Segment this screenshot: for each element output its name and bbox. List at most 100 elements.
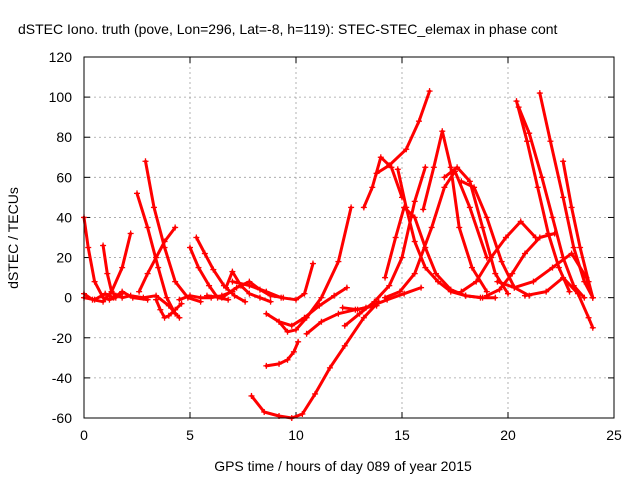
data-point bbox=[432, 270, 439, 277]
data-point bbox=[144, 270, 151, 277]
x-tick-label: 0 bbox=[80, 427, 88, 443]
data-point bbox=[343, 284, 350, 291]
data-point bbox=[447, 288, 454, 295]
series-line bbox=[538, 91, 595, 300]
data-point bbox=[568, 250, 575, 257]
data-point bbox=[581, 294, 588, 301]
y-tick-label: 0 bbox=[64, 290, 72, 306]
data-point bbox=[142, 158, 149, 165]
data-point bbox=[91, 296, 98, 303]
data-point bbox=[246, 282, 253, 289]
data-point bbox=[165, 312, 172, 319]
data-point bbox=[153, 254, 160, 261]
data-point bbox=[176, 296, 183, 303]
data-point bbox=[242, 298, 249, 305]
data-point bbox=[284, 328, 291, 335]
data-point bbox=[524, 138, 531, 145]
data-point bbox=[483, 292, 490, 299]
data-point bbox=[521, 292, 528, 299]
data-point bbox=[161, 314, 168, 321]
data-point bbox=[560, 158, 567, 165]
series-9 bbox=[136, 224, 179, 295]
data-point bbox=[335, 310, 342, 317]
data-point bbox=[492, 294, 499, 301]
data-point bbox=[536, 234, 543, 241]
data-point bbox=[420, 206, 427, 213]
data-point bbox=[229, 268, 236, 275]
series-38 bbox=[521, 274, 596, 331]
data-point bbox=[293, 296, 299, 303]
data-point bbox=[218, 294, 225, 301]
data-point bbox=[360, 204, 367, 211]
data-point bbox=[513, 98, 520, 105]
data-point bbox=[473, 278, 480, 285]
data-point bbox=[426, 88, 433, 95]
data-point bbox=[91, 278, 98, 285]
data-point bbox=[536, 90, 543, 97]
data-point bbox=[422, 164, 429, 171]
data-point bbox=[466, 178, 473, 185]
data-point bbox=[301, 290, 308, 297]
data-point bbox=[293, 326, 299, 333]
data-point bbox=[498, 258, 505, 265]
data-point bbox=[144, 224, 151, 231]
data-point bbox=[150, 204, 157, 211]
data-point bbox=[369, 302, 376, 309]
y-tick-label: -60 bbox=[52, 410, 72, 426]
series-24 bbox=[373, 88, 433, 177]
data-point bbox=[505, 290, 511, 297]
data-point bbox=[229, 278, 236, 285]
data-point bbox=[331, 292, 338, 299]
data-point bbox=[326, 364, 333, 371]
data-point bbox=[560, 274, 567, 281]
data-point bbox=[538, 174, 545, 181]
series-line bbox=[362, 155, 404, 209]
data-point bbox=[545, 230, 552, 237]
data-point bbox=[290, 348, 297, 355]
data-point bbox=[415, 118, 422, 125]
data-point bbox=[494, 278, 501, 285]
series-22 bbox=[339, 284, 425, 313]
data-point bbox=[585, 314, 592, 321]
data-point bbox=[318, 294, 325, 301]
data-point bbox=[360, 314, 367, 321]
y-tick-label: 40 bbox=[56, 209, 72, 225]
y-axis-label: dSTEC / TECUs bbox=[5, 187, 21, 289]
series-3 bbox=[81, 288, 151, 303]
data-point bbox=[369, 184, 376, 191]
data-point bbox=[468, 264, 475, 271]
data-point bbox=[466, 204, 473, 211]
data-point bbox=[163, 294, 170, 301]
series-line bbox=[194, 236, 247, 304]
y-tick-label: 80 bbox=[56, 129, 72, 145]
series-line bbox=[250, 300, 381, 420]
series-line bbox=[154, 298, 183, 320]
series-line bbox=[515, 99, 571, 294]
series-6 bbox=[134, 190, 179, 317]
data-point bbox=[153, 296, 160, 303]
data-point bbox=[521, 250, 528, 257]
chart-title: dSTEC Iono. truth (pove, Lon=296, Lat=-8… bbox=[18, 21, 558, 37]
series-27 bbox=[382, 168, 490, 301]
data-point bbox=[392, 234, 399, 241]
data-point bbox=[492, 270, 499, 277]
data-point bbox=[549, 214, 556, 221]
data-point bbox=[462, 292, 469, 299]
data-point bbox=[210, 266, 217, 273]
data-point bbox=[560, 194, 567, 201]
data-point bbox=[231, 292, 238, 299]
data-point bbox=[377, 154, 384, 161]
axis-ticks: 0 5 10 15 20 25 -60 -40 -20 0 20 40 60 80 100 120 bbox=[49, 49, 622, 443]
series-line bbox=[341, 286, 423, 312]
data-point bbox=[479, 224, 486, 231]
data-point bbox=[134, 190, 140, 197]
data-point bbox=[203, 292, 210, 299]
data-point bbox=[172, 306, 179, 313]
data-point bbox=[566, 288, 573, 295]
y-tick-label: 100 bbox=[49, 89, 73, 105]
data-point bbox=[454, 164, 461, 171]
data-point bbox=[574, 290, 581, 297]
data-point bbox=[106, 296, 113, 303]
x-tick-label: 25 bbox=[606, 427, 622, 443]
data-point bbox=[441, 174, 448, 181]
